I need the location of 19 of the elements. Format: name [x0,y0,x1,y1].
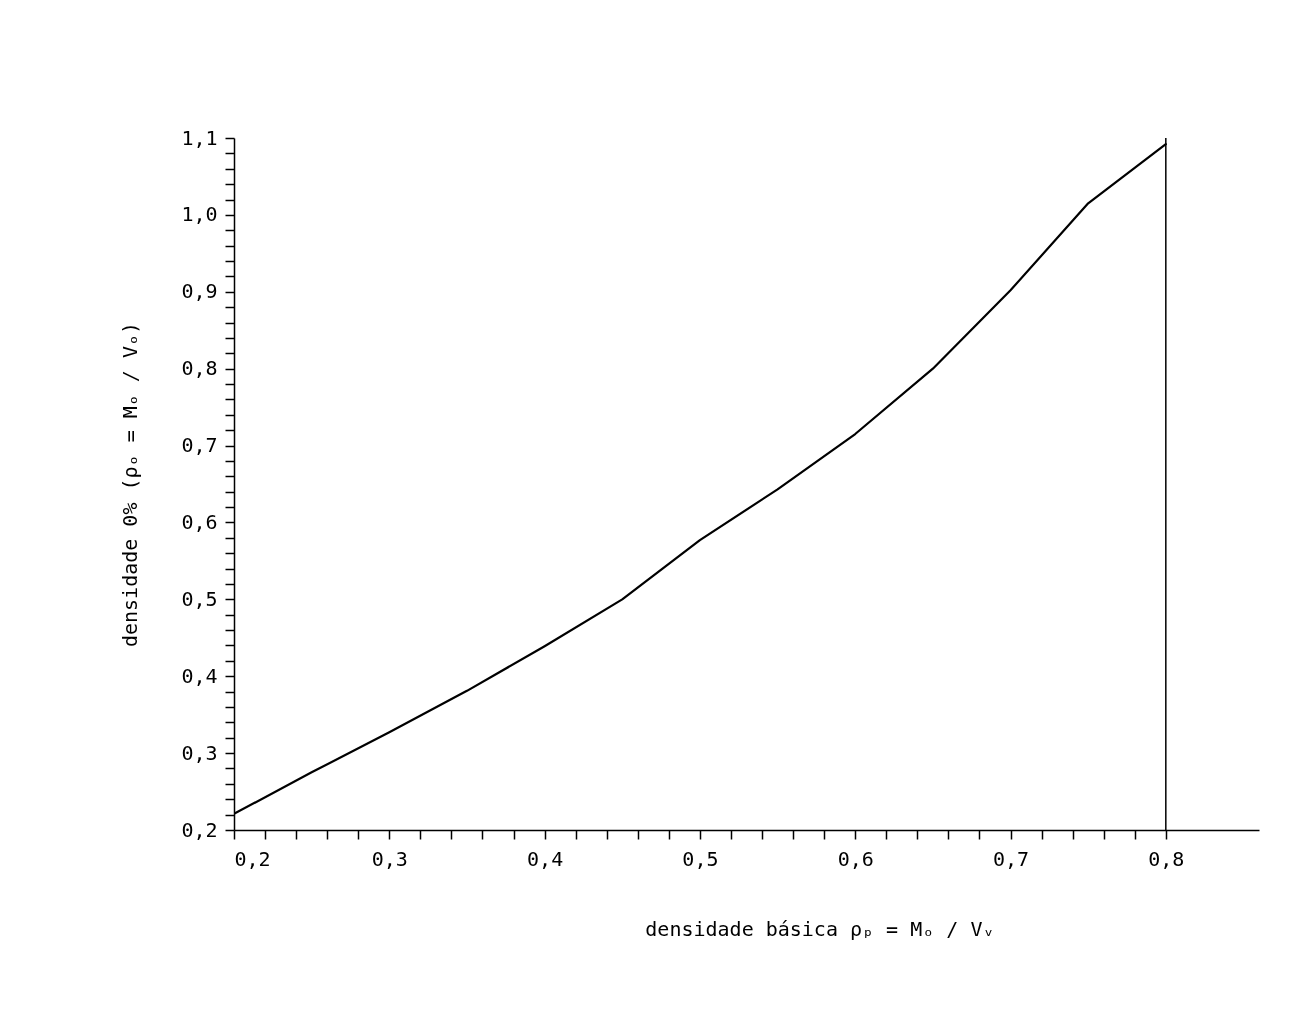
y-tick-label: 0,7 [181,433,218,458]
x-tick-label: 0,3 [371,846,408,871]
y-tick-label: 0,8 [181,356,218,381]
y-tick-label: 1,0 [181,202,218,227]
x-tick-label: 0,6 [837,846,874,871]
x-axis-title: densidade básica ρₚ = Mₒ / Vᵥ [645,916,995,941]
x-tick-label: 0,4 [527,846,564,871]
y-tick-label: 0,4 [181,663,218,688]
x-tick-label: 0,2 [234,846,271,871]
x-tick-label: 0,5 [682,846,719,871]
y-tick-label: 0,6 [181,509,218,534]
x-tick-label: 0,8 [1148,846,1185,871]
y-tick-label: 0,9 [181,279,218,304]
y-axis-title: densidade 0% (ρₒ = Mₒ / Vₒ) [118,321,143,648]
y-tick-label: 0,5 [181,586,218,611]
x-tick-label: 0,7 [992,846,1030,871]
y-tick-label: 1,1 [181,125,218,150]
y-tick-label: 0,3 [181,740,218,765]
y-tick-label: 0,2 [181,817,218,842]
